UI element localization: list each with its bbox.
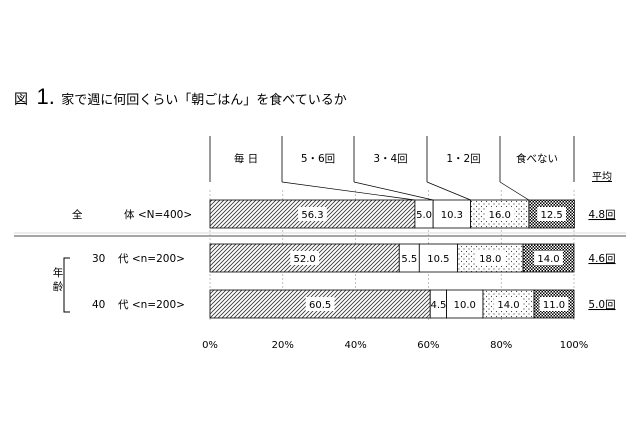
average-value: 4.6回 <box>588 253 615 265</box>
x-tick-label: 40% <box>344 340 366 351</box>
row-label-left: 全 <box>72 208 83 221</box>
value-label: 14.0 <box>497 300 519 311</box>
value-label: 14.0 <box>537 254 559 265</box>
value-label-bg <box>415 207 433 221</box>
x-tick-label: 20% <box>272 340 294 351</box>
value-label-bg <box>450 297 480 311</box>
value-label: 10.5 <box>427 254 449 265</box>
x-tick-label: 60% <box>417 340 439 351</box>
figure-title: 図 1. 家で週に何回くらい「朝ごはん」を食べているか <box>14 84 347 110</box>
average-value: 4.8回 <box>588 209 615 221</box>
bar-segment <box>470 199 530 229</box>
value-label-bg <box>437 207 467 221</box>
value-label-bg <box>305 297 335 311</box>
value-label: 5.5 <box>401 254 417 265</box>
value-label-bg <box>485 207 515 221</box>
value-label-bg <box>431 297 446 311</box>
value-label: 56.3 <box>301 210 323 221</box>
row-label-right: 代 <n=200> <box>118 253 185 265</box>
figure-label: 図 <box>14 92 28 108</box>
value-label: 12.5 <box>540 210 562 221</box>
legend-label: 5・6回 <box>301 153 335 165</box>
value-label-bg <box>290 251 320 265</box>
legend-label: 毎 日 <box>234 152 258 165</box>
value-label-bg <box>494 297 523 311</box>
value-label-bg <box>539 297 569 311</box>
value-label-bg <box>298 207 327 221</box>
legend-connector <box>281 181 415 201</box>
average-value: 5.0回 <box>588 299 615 311</box>
legend-connector <box>426 181 471 201</box>
value-label-bg <box>424 251 453 265</box>
row-label-left: 40 <box>92 299 105 311</box>
figure-number: 1. <box>36 84 55 109</box>
value-label: 10.3 <box>441 210 463 221</box>
legend-connector <box>499 181 530 201</box>
group-label: 年 <box>53 266 64 279</box>
value-label-bg <box>537 207 567 221</box>
value-label: 18.0 <box>479 254 501 265</box>
row-label-right: 体 <N=400> <box>124 209 192 221</box>
legend-label: 3・4回 <box>373 153 407 165</box>
value-label: 16.0 <box>489 210 511 221</box>
row-label-left: 30 <box>92 253 105 265</box>
figure-title-text: 家で週に何回くらい「朝ごはん」を食べているか <box>61 93 347 108</box>
value-label: 60.5 <box>309 300 331 311</box>
value-label-bg <box>475 251 505 265</box>
value-label: 11.0 <box>543 300 565 311</box>
value-label-bg <box>534 251 563 265</box>
x-tick-label: 80% <box>490 340 512 351</box>
value-label: 5.0 <box>416 210 432 221</box>
bar-segment <box>528 199 575 229</box>
x-tick-label: 0% <box>202 340 218 351</box>
average-header: 平均 <box>592 171 612 183</box>
value-label: 10.0 <box>454 300 476 311</box>
group-label: 齢 <box>53 280 64 293</box>
value-label: 52.0 <box>294 254 316 265</box>
x-tick-label: 100% <box>560 340 589 351</box>
legend-label: 1・2回 <box>446 153 480 165</box>
legend-connector <box>353 181 434 201</box>
value-label-bg <box>400 251 419 265</box>
legend-label: 食べない <box>516 152 558 165</box>
value-label: 4.5 <box>430 300 446 311</box>
row-label-right: 代 <n=200> <box>118 299 185 311</box>
age-bracket <box>63 257 70 313</box>
